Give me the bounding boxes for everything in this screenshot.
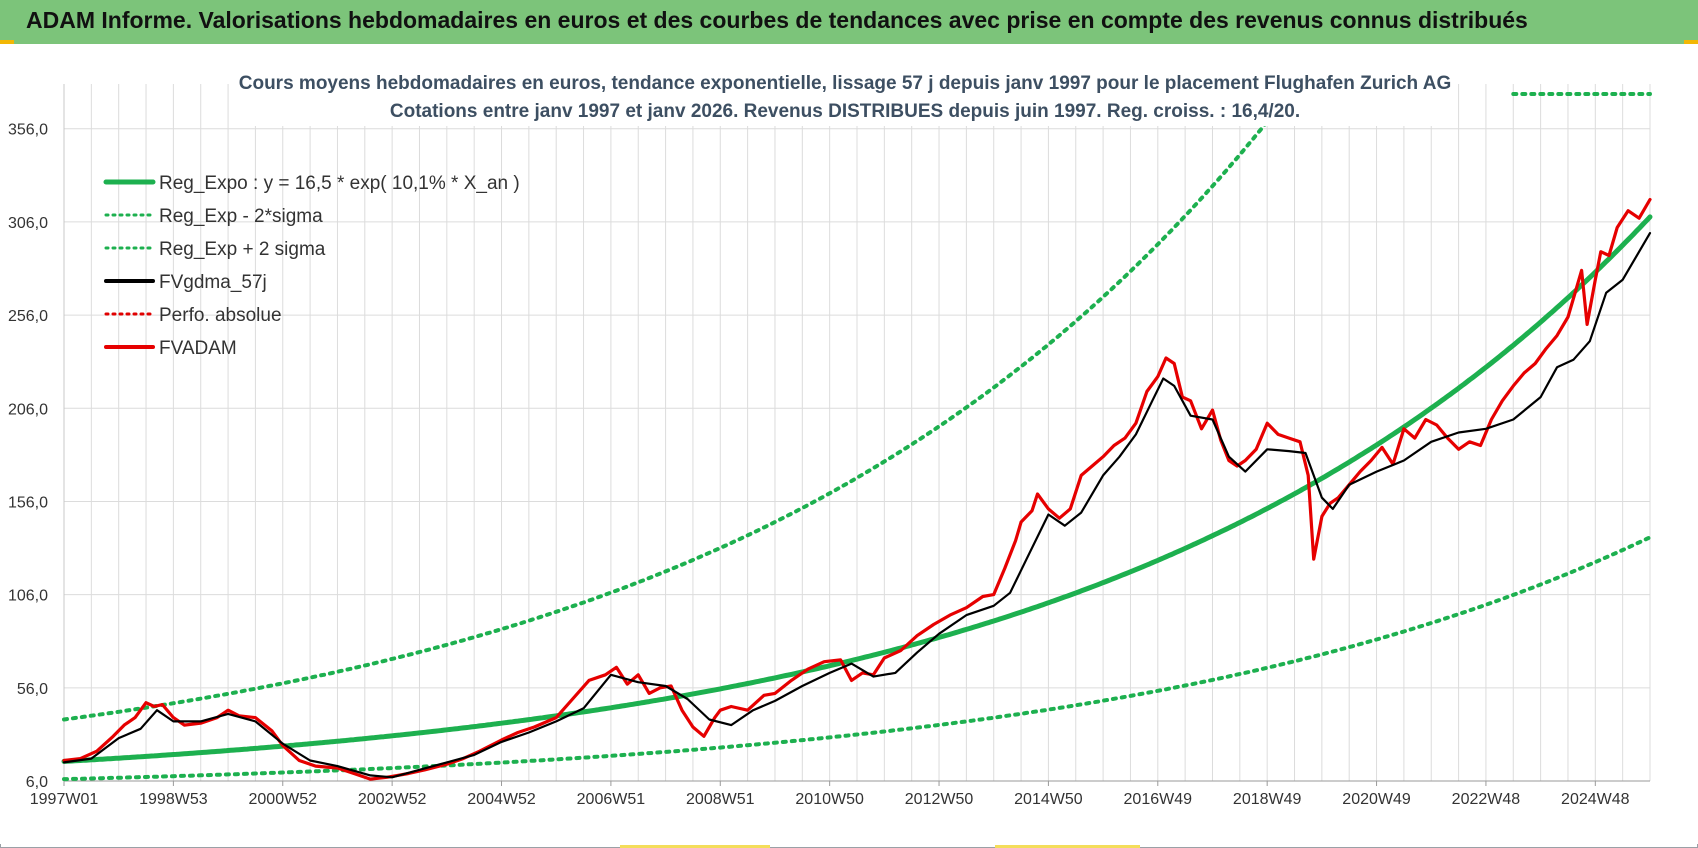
y-tick-label: 306,0: [8, 215, 48, 232]
x-tick-label: 2022W48: [1452, 791, 1521, 808]
fvgdma-57j-line: [62, 232, 1652, 779]
corner-accent-left: [0, 40, 14, 44]
legend-label: Reg_Exp - 2*sigma: [159, 206, 323, 227]
x-tick-label: 2020W49: [1342, 791, 1411, 808]
x-tick-label: 2002W52: [358, 791, 427, 808]
x-tick-label: 2008W51: [686, 791, 755, 808]
series-layer: [61, 81, 1653, 782]
y-tick-label: 356,0: [8, 122, 48, 139]
legend-label: FVgdma_57j: [159, 272, 267, 293]
x-tick-label: 2010W50: [795, 791, 864, 808]
fvadam-line: [62, 197, 1652, 781]
y-tick-label: 206,0: [8, 401, 48, 418]
reg-expo-line: [61, 214, 1653, 764]
page-title: ADAM Informe. Valorisations hebdomadaire…: [26, 7, 1528, 33]
legend-label: Perfo. absolue: [159, 305, 282, 326]
x-tick-label: 2000W52: [249, 791, 318, 808]
reg-exp-plus-2sigma-line: [62, 81, 1300, 722]
corner-accent-right: [1684, 40, 1698, 44]
title-backdrop: [232, 66, 1456, 126]
y-tick-label: 156,0: [8, 494, 48, 511]
y-tick-label: 106,0: [8, 588, 48, 605]
x-tick-label: 2014W50: [1014, 791, 1083, 808]
grid-vertical: [90, 84, 1651, 781]
x-tick-label: 2024W48: [1561, 791, 1630, 808]
chart-title-line1: Cours moyens hebdomadaires en euros, ten…: [239, 73, 1451, 94]
bottom-accent-2: [995, 845, 1140, 848]
chart-title-line2: Cotations entre janv 1997 et janv 2026. …: [390, 101, 1300, 122]
chart: 6,0 56,0 106,0 156,0 206,0 256,0 306,0 356,0 19…: [0, 44, 1698, 844]
legend-label: FVADAM: [159, 338, 237, 359]
x-tick-label: 2016W49: [1124, 791, 1193, 808]
legend: Reg_Expo : y = 16,5 * exp( 10,1% * X_an …: [103, 173, 520, 359]
y-axis-ticks: 6,0 56,0 106,0 156,0 206,0 256,0 306,0 356,0: [8, 122, 48, 791]
y-tick-label: 56,0: [17, 681, 48, 698]
x-axis-ticks: 1997W01 1998W53 2000W52 2002W52 2004W52 2006W…: [30, 781, 1630, 808]
legend-label: Reg_Expo : y = 16,5 * exp( 10,1% * X_an …: [159, 173, 520, 194]
reg-exp-minus-2sigma-line: [62, 535, 1652, 782]
header-banner: ADAM Informe. Valorisations hebdomadaire…: [0, 0, 1698, 44]
axes: [63, 84, 1650, 782]
x-tick-label: 1997W01: [30, 791, 99, 808]
bottom-accent-1: [620, 845, 770, 848]
x-tick-label: 2006W51: [577, 791, 646, 808]
x-tick-label: 2018W49: [1233, 791, 1302, 808]
x-tick-label: 2012W50: [905, 791, 974, 808]
legend-label: Reg_Exp + 2 sigma: [159, 239, 326, 260]
chart-background: [0, 44, 1698, 844]
x-tick-label: 2004W52: [467, 791, 536, 808]
y-tick-label: 256,0: [8, 308, 48, 325]
x-tick-label: 1998W53: [139, 791, 208, 808]
y-tick-label: 6,0: [26, 774, 48, 791]
